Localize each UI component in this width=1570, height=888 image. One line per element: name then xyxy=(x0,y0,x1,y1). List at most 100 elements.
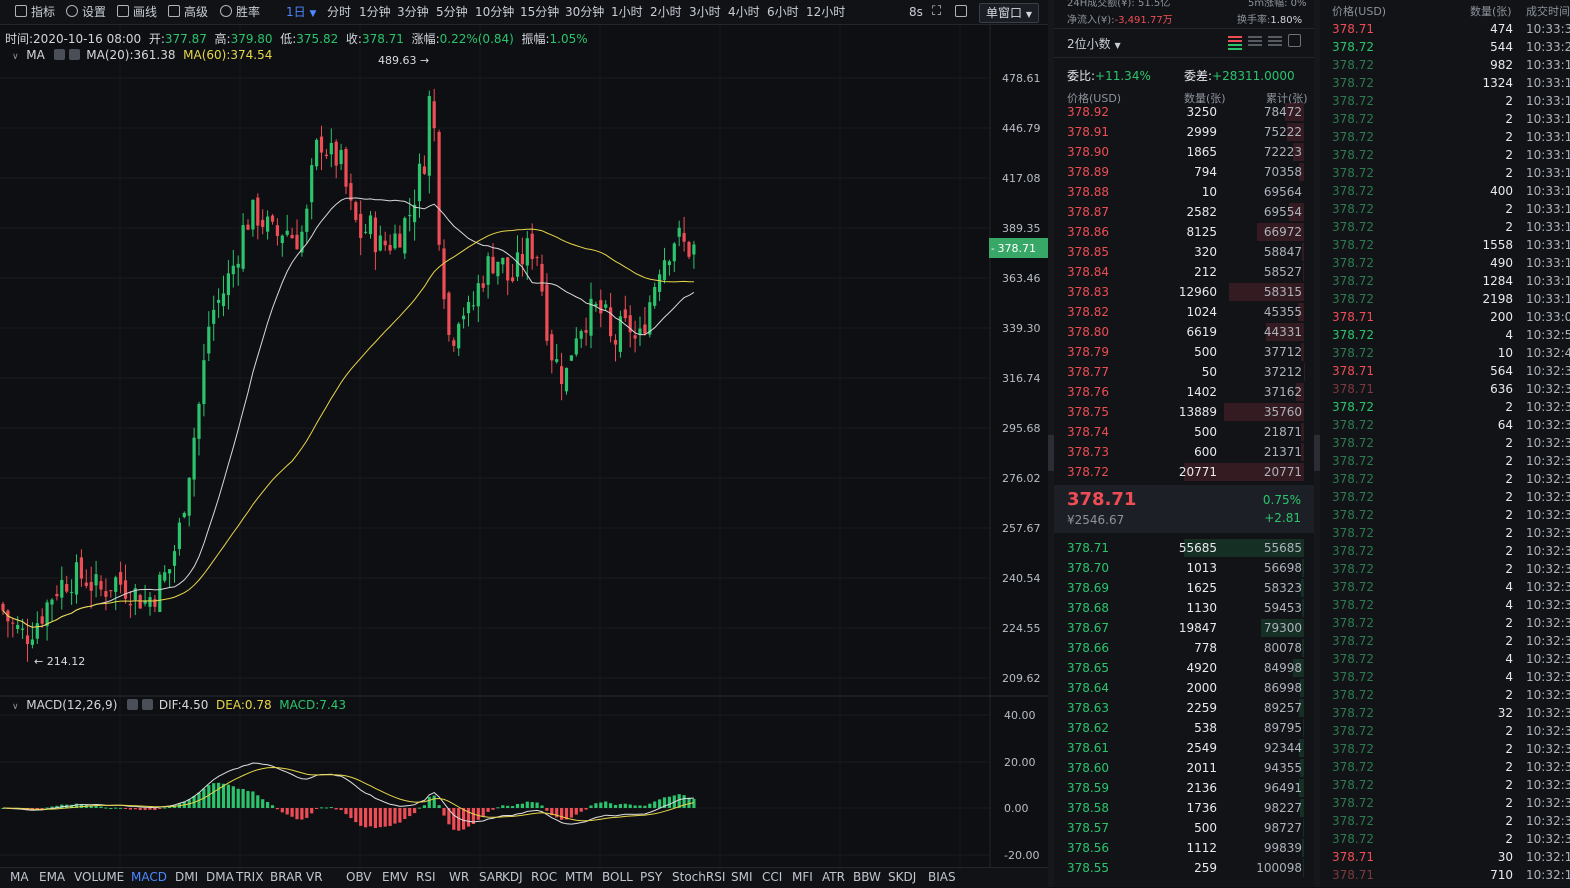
candle[interactable] xyxy=(687,241,690,259)
draw-line-button[interactable]: 画线 xyxy=(117,4,157,20)
refresh-interval[interactable]: 8s xyxy=(909,4,923,20)
candle[interactable] xyxy=(114,576,117,610)
candle[interactable] xyxy=(643,307,646,336)
candle[interactable] xyxy=(178,518,181,556)
candle[interactable] xyxy=(501,257,504,273)
candle[interactable] xyxy=(315,138,318,170)
candle[interactable] xyxy=(153,595,156,612)
advanced-button[interactable]: 高级 xyxy=(168,4,208,20)
macd-settings-icon[interactable] xyxy=(127,699,138,710)
candle[interactable] xyxy=(634,321,637,353)
candle[interactable] xyxy=(197,402,200,456)
candle[interactable] xyxy=(271,214,274,225)
candle[interactable] xyxy=(540,255,543,296)
candle[interactable] xyxy=(658,270,661,301)
period-5m[interactable]: 5分钟 xyxy=(436,4,468,20)
period-1d[interactable]: 1日 ▼ xyxy=(286,4,316,20)
candle[interactable] xyxy=(349,174,352,211)
view-bids-icon[interactable] xyxy=(1268,34,1282,48)
indicator-button[interactable]: 指标 xyxy=(15,4,55,20)
indicator-tab-boll[interactable]: BOLL xyxy=(602,870,633,884)
candle[interactable] xyxy=(129,591,132,618)
candle[interactable] xyxy=(31,622,34,648)
fullscreen-icon[interactable]: ⛶ xyxy=(932,4,941,20)
candle[interactable] xyxy=(379,226,382,252)
period-1h[interactable]: 1小时 xyxy=(611,4,643,20)
candle[interactable] xyxy=(545,273,548,345)
candle[interactable] xyxy=(242,213,245,272)
candle[interactable] xyxy=(1,602,4,615)
candle[interactable] xyxy=(251,199,254,237)
candle[interactable] xyxy=(158,572,161,612)
period-12h[interactable]: 12小时 xyxy=(806,4,845,20)
candle[interactable] xyxy=(163,565,166,583)
collapse-icon[interactable]: ∨ xyxy=(12,702,19,712)
indicator-tab-volume[interactable]: VOLUME xyxy=(74,870,124,884)
candle[interactable] xyxy=(104,578,107,610)
candle[interactable] xyxy=(403,216,406,259)
period-4h[interactable]: 4小时 xyxy=(728,4,760,20)
indicator-tab-bias[interactable]: BIAS xyxy=(928,870,956,884)
period-2h[interactable]: 2小时 xyxy=(650,4,682,20)
indicator-tab-cci[interactable]: CCI xyxy=(762,870,782,884)
candle[interactable] xyxy=(496,262,499,285)
period-3m[interactable]: 3分钟 xyxy=(397,4,429,20)
indicator-tab-brar[interactable]: BRAR xyxy=(270,870,303,884)
precision-select[interactable]: 2位小数 ▼ xyxy=(1067,35,1121,52)
indicator-tab-skdj[interactable]: SKDJ xyxy=(888,870,916,884)
candle[interactable] xyxy=(609,293,612,343)
candle[interactable] xyxy=(340,144,343,170)
indicator-tab-bbw[interactable]: BBW xyxy=(853,870,881,884)
candle[interactable] xyxy=(124,564,127,603)
candle[interactable] xyxy=(413,190,416,241)
candle[interactable] xyxy=(173,545,176,583)
candle[interactable] xyxy=(85,569,88,588)
candle[interactable] xyxy=(330,128,333,167)
candle[interactable] xyxy=(389,234,392,254)
candle[interactable] xyxy=(442,239,445,309)
candle[interactable] xyxy=(521,238,524,277)
candle[interactable] xyxy=(305,205,308,244)
candle[interactable] xyxy=(55,585,58,600)
ma-settings-icon[interactable] xyxy=(54,49,65,60)
indicator-tab-mfi[interactable]: MFI xyxy=(792,870,813,884)
indicator-tab-ema[interactable]: EMA xyxy=(39,870,65,884)
candle[interactable] xyxy=(565,368,568,395)
candle[interactable] xyxy=(75,554,78,603)
candle[interactable] xyxy=(369,211,372,239)
candle[interactable] xyxy=(46,600,49,641)
candle[interactable] xyxy=(222,276,225,316)
candle[interactable] xyxy=(550,330,553,374)
period-30m[interactable]: 30分钟 xyxy=(565,4,604,20)
indicator-tab-kdj[interactable]: KDJ xyxy=(502,870,523,884)
candle[interactable] xyxy=(207,311,210,361)
win-rate-button[interactable]: 胜率 xyxy=(220,4,260,20)
candle[interactable] xyxy=(266,210,269,239)
candle[interactable] xyxy=(202,344,205,416)
candle[interactable] xyxy=(364,224,367,234)
candle[interactable] xyxy=(325,149,328,159)
candle[interactable] xyxy=(60,567,63,610)
kline-chart[interactable]: 478.61446.79417.08389.35363.46339.30316.… xyxy=(0,25,1048,887)
view-asks-icon[interactable] xyxy=(1248,34,1262,48)
candle[interactable] xyxy=(384,232,387,251)
candle[interactable] xyxy=(193,428,196,497)
candle[interactable] xyxy=(624,296,627,322)
candle[interactable] xyxy=(188,477,191,526)
ma-close-icon[interactable] xyxy=(69,49,80,60)
candle[interactable] xyxy=(80,549,83,587)
candle[interactable] xyxy=(344,147,347,194)
candle[interactable] xyxy=(374,211,377,270)
indicator-tab-ma[interactable]: MA xyxy=(10,870,29,884)
candle[interactable] xyxy=(487,253,490,299)
candle[interactable] xyxy=(6,609,9,637)
